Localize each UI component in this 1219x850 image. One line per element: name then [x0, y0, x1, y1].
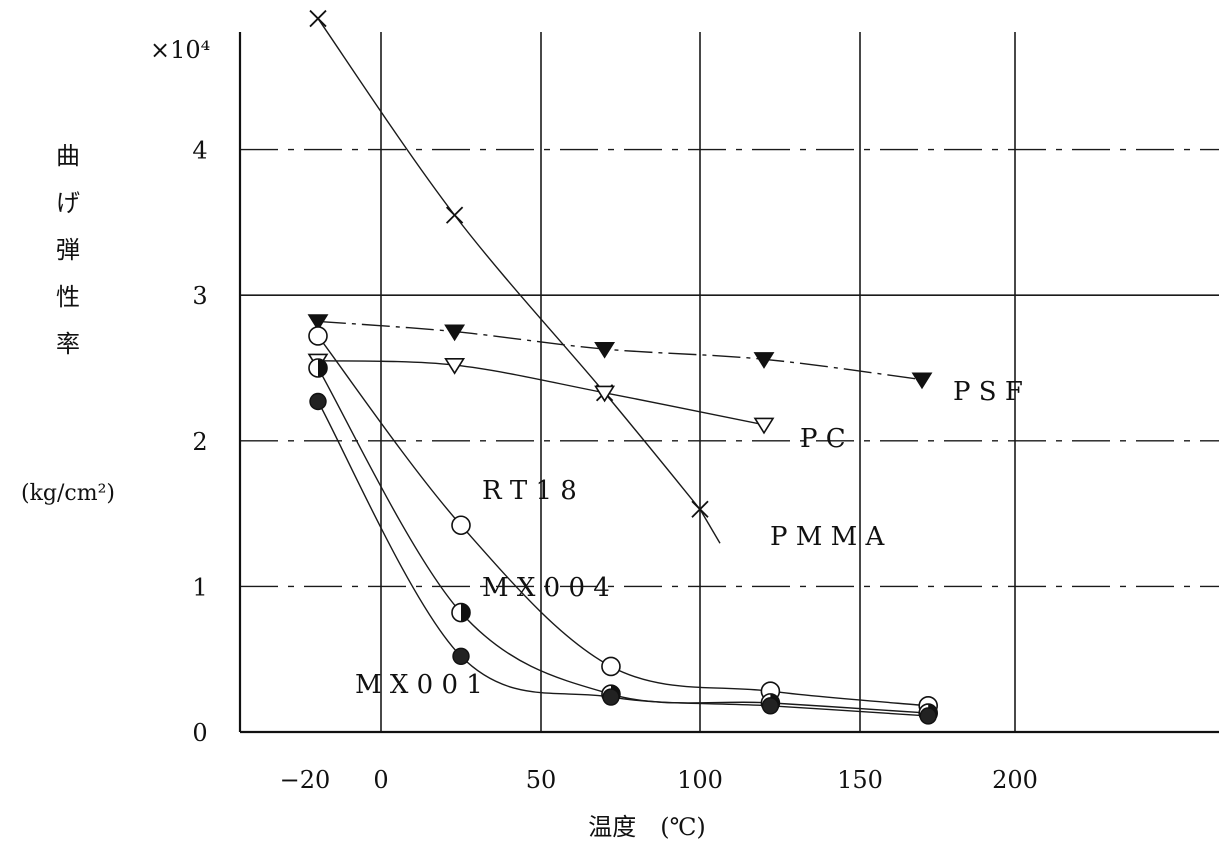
x-tick-label-1: 0 — [373, 766, 388, 794]
series-label-mx001: M X 0 0 1 — [355, 670, 483, 700]
x-tick-label-3: 100 — [677, 766, 723, 794]
marker-psf-0 — [307, 314, 329, 332]
y-tick-label-1: 1 — [192, 573, 207, 601]
marker-mx004-0 — [308, 358, 328, 378]
marker-psf-2 — [594, 341, 616, 359]
series-line-rt18 — [317, 335, 929, 707]
axis-layer: 0 1 2 3 4 −20 0 50 100 150 200 — [192, 32, 1219, 794]
marker-pmma-0 — [309, 9, 327, 28]
y-tick-label-3: 3 — [192, 282, 207, 310]
ylabel-char-2: 弾 — [56, 236, 80, 264]
marker-psf-1 — [444, 324, 466, 342]
y-tick-label-0: 0 — [192, 719, 207, 747]
marker-pmma-1 — [445, 206, 464, 224]
y-tick-label-4: 4 — [192, 137, 207, 165]
ylabel-char-0: 曲 — [56, 142, 80, 170]
series-line-pmma — [317, 18, 701, 510]
y-tick-label-2: 2 — [192, 428, 207, 456]
text-layer: ×10⁴ 曲 げ 弾 性 率 (kg/cm²) 温度 (℃) P S F P C… — [21, 36, 1023, 841]
x-tick-label-0: −20 — [280, 766, 331, 794]
marker-mx001-4 — [919, 707, 937, 725]
series-line-mx004 — [317, 367, 929, 714]
series-line-pc — [317, 360, 765, 426]
marker-psf-3 — [753, 352, 775, 369]
series-label-rt18: R T 1 8 — [482, 476, 577, 506]
series-line-mx001 — [317, 401, 929, 717]
series-line-psf — [317, 320, 923, 381]
grid-layer — [240, 32, 1219, 732]
x-axis-title: 温度 (℃) — [588, 813, 706, 841]
ylabel-char-3: 性 — [56, 283, 80, 311]
marker-mx001-3 — [761, 697, 780, 715]
marker-pmma-3 — [691, 500, 709, 518]
series-label-mx004: M X 0 0 4 — [482, 573, 610, 603]
marker-layer — [307, 9, 939, 725]
x-tick-label-4: 150 — [837, 766, 883, 794]
marker-psf-4 — [911, 372, 933, 390]
x-tick-label-5: 200 — [992, 766, 1038, 794]
x-tick-label-2: 50 — [526, 766, 557, 794]
ylabel-char-4: 率 — [56, 330, 80, 358]
marker-mx001-0 — [309, 392, 327, 411]
series-label-pmma: P M M A — [770, 522, 886, 552]
series-label-pc: P C — [800, 424, 846, 454]
marker-rt18-2 — [601, 656, 621, 677]
series-layer — [317, 18, 929, 717]
marker-mx004-1 — [451, 602, 471, 623]
ylabel-char-1: げ — [56, 189, 80, 217]
marker-mx001-2 — [602, 688, 620, 706]
marker-pc-1 — [444, 357, 466, 375]
ylabel-unit: (kg/cm²) — [21, 481, 115, 506]
marker-rt18-0 — [308, 326, 328, 346]
y-multiplier-label: ×10⁴ — [150, 36, 210, 64]
marker-pc-3 — [753, 417, 775, 435]
marker-mx001-1 — [452, 647, 470, 665]
series-tail-pmma — [699, 508, 721, 544]
series-label-psf: P S F — [953, 377, 1023, 407]
marker-pc-2 — [594, 385, 616, 403]
marker-rt18-1 — [451, 515, 471, 536]
